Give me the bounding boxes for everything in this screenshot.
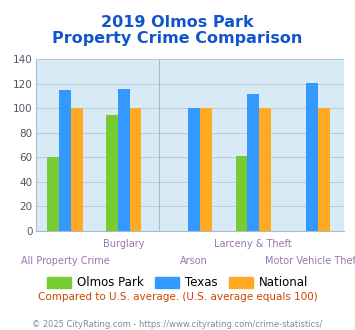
- Bar: [118, 89, 130, 231]
- Text: 2019 Olmos Park: 2019 Olmos Park: [101, 15, 254, 30]
- Text: Arson: Arson: [180, 256, 208, 266]
- Bar: [235, 156, 247, 231]
- Text: Motor Vehicle Theft: Motor Vehicle Theft: [265, 256, 355, 266]
- Text: Larceny & Theft: Larceny & Theft: [214, 239, 292, 249]
- Text: Compared to U.S. average. (U.S. average equals 100): Compared to U.S. average. (U.S. average …: [38, 292, 317, 302]
- Bar: [71, 109, 83, 231]
- Text: All Property Crime: All Property Crime: [21, 256, 109, 266]
- Text: Property Crime Comparison: Property Crime Comparison: [52, 31, 303, 46]
- Bar: [306, 83, 318, 231]
- Bar: [130, 109, 141, 231]
- Text: © 2025 CityRating.com - https://www.cityrating.com/crime-statistics/: © 2025 CityRating.com - https://www.city…: [32, 320, 323, 329]
- Text: Burglary: Burglary: [103, 239, 144, 249]
- Bar: [47, 157, 59, 231]
- Bar: [106, 115, 118, 231]
- Bar: [259, 109, 271, 231]
- Bar: [247, 94, 259, 231]
- Bar: [59, 90, 71, 231]
- Bar: [318, 109, 330, 231]
- Legend: Olmos Park, Texas, National: Olmos Park, Texas, National: [42, 272, 313, 294]
- Bar: [189, 109, 200, 231]
- Bar: [200, 109, 212, 231]
